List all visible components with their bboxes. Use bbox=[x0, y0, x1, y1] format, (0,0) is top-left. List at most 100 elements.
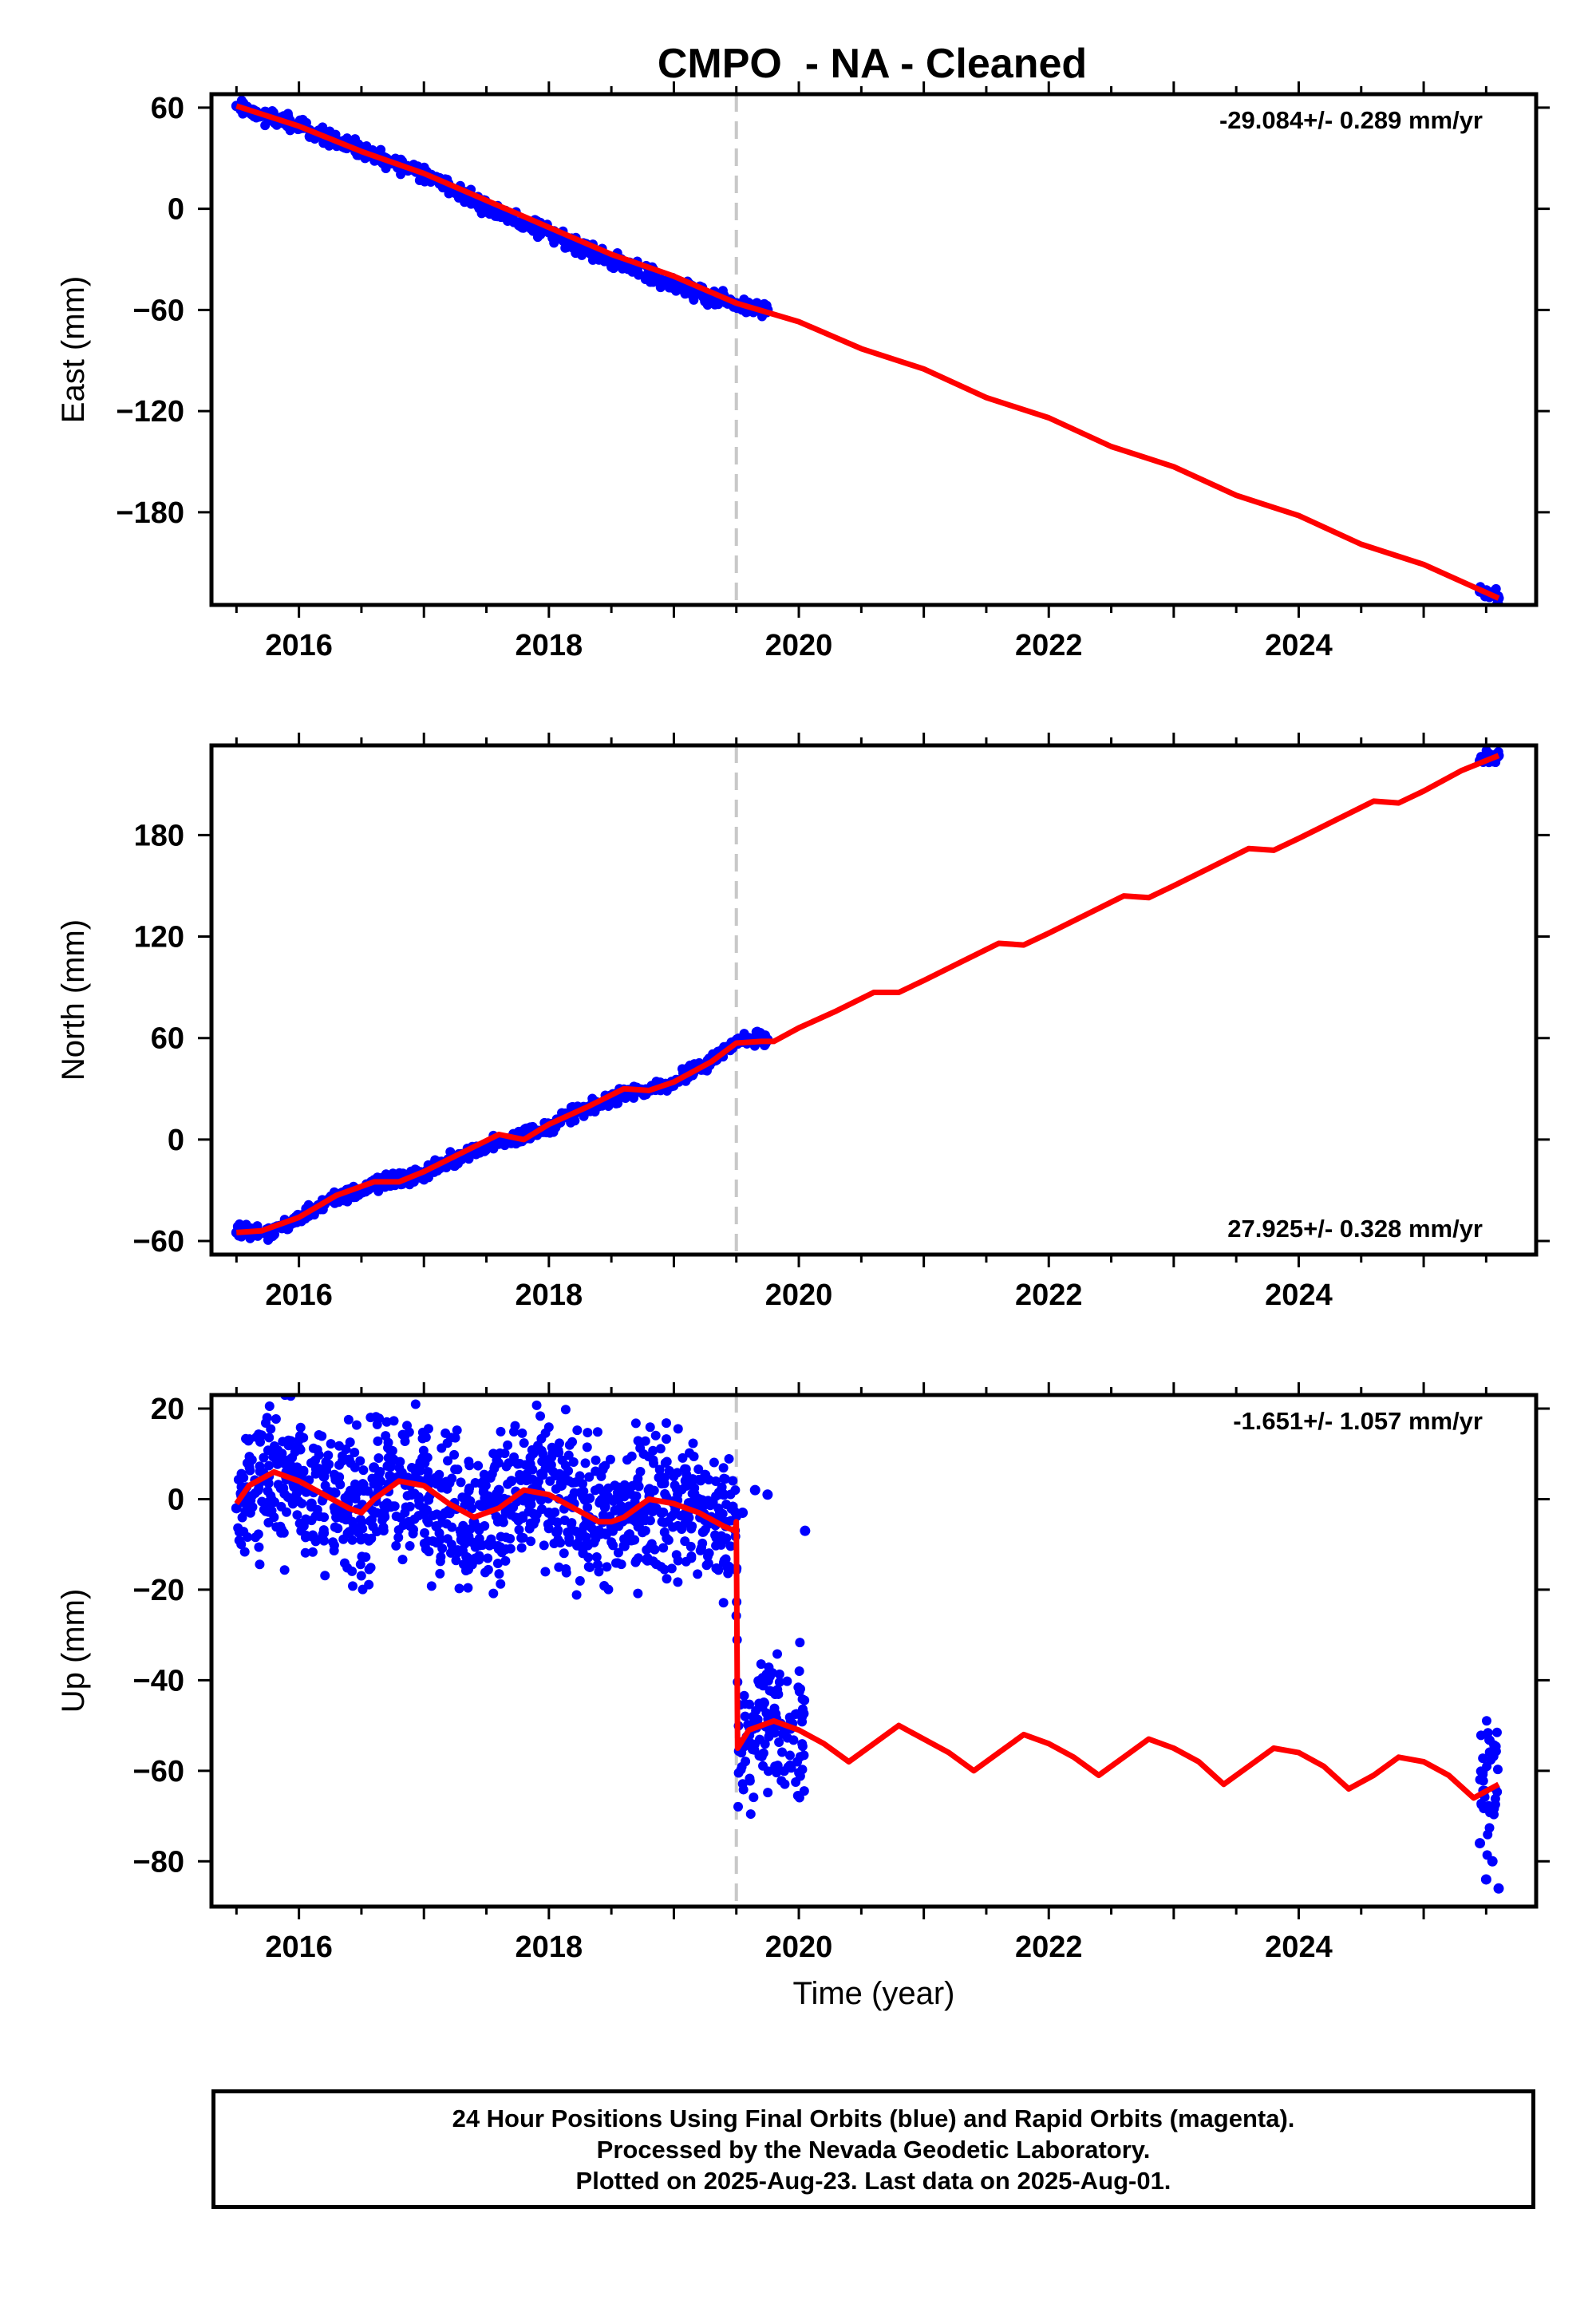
position-dot bbox=[739, 1690, 749, 1701]
position-dot bbox=[655, 1444, 666, 1454]
position-dot bbox=[794, 1686, 804, 1697]
position-dot bbox=[764, 1662, 774, 1673]
position-dot bbox=[605, 1454, 615, 1464]
position-dot bbox=[797, 1694, 808, 1705]
position-point bbox=[1480, 1874, 1491, 1885]
position-dot bbox=[788, 1735, 799, 1745]
y-axis-label: Up (mm) bbox=[56, 1589, 91, 1713]
plot-area bbox=[231, 1395, 1504, 1907]
y-tick-label: −60 bbox=[133, 1225, 184, 1259]
position-dot bbox=[501, 1461, 512, 1472]
position-dot bbox=[1492, 1765, 1503, 1775]
position-dot bbox=[569, 1488, 579, 1498]
position-dot bbox=[546, 1464, 556, 1474]
position-dot bbox=[619, 1541, 630, 1551]
position-dot bbox=[698, 1527, 709, 1537]
position-dot bbox=[447, 1522, 457, 1532]
position-dot bbox=[334, 1441, 345, 1451]
position-dot bbox=[640, 274, 650, 284]
position-dot bbox=[411, 1468, 421, 1478]
position-dot bbox=[356, 1571, 366, 1581]
position-dot bbox=[522, 1468, 532, 1479]
position-dot bbox=[631, 1491, 642, 1501]
position-dot bbox=[575, 1575, 585, 1586]
position-dot bbox=[452, 1425, 462, 1436]
position-dot bbox=[463, 1583, 473, 1593]
position-dot bbox=[422, 1516, 433, 1526]
panel-frame bbox=[209, 1393, 1539, 1909]
position-dot bbox=[672, 1468, 682, 1478]
position-dot bbox=[329, 1540, 339, 1551]
position-dot bbox=[563, 1528, 574, 1538]
y-axis-label: North (mm) bbox=[56, 919, 91, 1081]
position-dot bbox=[244, 1504, 255, 1514]
position-dot bbox=[519, 1438, 529, 1448]
position-dot bbox=[533, 1476, 543, 1487]
position-dot bbox=[725, 1562, 735, 1572]
position-dot bbox=[269, 1497, 279, 1508]
position-dot bbox=[1482, 1761, 1492, 1772]
position-dot bbox=[432, 1509, 442, 1520]
position-dot bbox=[719, 1555, 729, 1566]
position-dot bbox=[697, 1543, 707, 1553]
position-dot bbox=[400, 1508, 410, 1518]
x-tick-label: 2024 bbox=[1265, 1931, 1333, 1964]
position-dot bbox=[421, 1433, 431, 1443]
position-dot bbox=[483, 1564, 493, 1575]
position-point bbox=[481, 1498, 492, 1509]
y-tick-label: 180 bbox=[134, 819, 184, 852]
position-dot bbox=[461, 1551, 472, 1562]
position-dot bbox=[673, 1424, 683, 1434]
position-dot bbox=[473, 1460, 484, 1471]
position-dot bbox=[599, 1580, 610, 1591]
position-dot bbox=[710, 1476, 721, 1487]
position-dot bbox=[445, 1147, 456, 1157]
position-dot bbox=[757, 1752, 767, 1762]
position-dot bbox=[239, 1547, 250, 1557]
x-axis-label: Time (year) bbox=[793, 1976, 955, 2011]
position-dot bbox=[464, 1456, 474, 1467]
position-dot bbox=[630, 1418, 641, 1429]
position-point bbox=[356, 1480, 367, 1491]
position-dot bbox=[774, 1669, 784, 1679]
position-dot bbox=[292, 1510, 302, 1520]
position-point bbox=[643, 1484, 654, 1496]
position-dot bbox=[498, 1517, 508, 1528]
position-dot bbox=[709, 1457, 719, 1468]
position-dot bbox=[355, 1559, 365, 1570]
position-dot bbox=[791, 1777, 801, 1787]
position-dot bbox=[282, 1224, 293, 1235]
position-dot bbox=[583, 1428, 593, 1438]
position-dot bbox=[733, 1768, 744, 1778]
position-dot bbox=[662, 1574, 672, 1584]
position-dot bbox=[405, 1540, 415, 1551]
position-point bbox=[306, 1498, 317, 1509]
position-dot bbox=[662, 1434, 672, 1445]
position-dot bbox=[323, 1450, 334, 1460]
position-dot bbox=[373, 1436, 383, 1446]
position-dot bbox=[361, 1552, 371, 1563]
position-dot bbox=[575, 1531, 585, 1542]
position-dot bbox=[1484, 1823, 1495, 1833]
position-dot bbox=[797, 1741, 808, 1752]
position-dot bbox=[447, 1473, 457, 1484]
position-dot bbox=[635, 1467, 646, 1477]
position-dot bbox=[528, 1519, 539, 1529]
position-dot bbox=[319, 1535, 330, 1546]
position-dot bbox=[474, 1525, 484, 1535]
position-dot bbox=[540, 1567, 551, 1577]
position-dot bbox=[724, 1453, 734, 1464]
position-dot bbox=[593, 1559, 603, 1570]
position-dot bbox=[272, 1459, 282, 1469]
position-dot bbox=[547, 1448, 558, 1458]
position-dot bbox=[673, 1577, 683, 1587]
position-dot bbox=[329, 1487, 339, 1497]
position-dot bbox=[792, 1757, 803, 1767]
position-dot bbox=[535, 1411, 546, 1421]
position-dot bbox=[526, 1536, 536, 1547]
y-tick-label: −180 bbox=[116, 496, 184, 530]
y-tick-label: 0 bbox=[168, 1483, 184, 1516]
position-dot bbox=[402, 1421, 413, 1431]
position-dot bbox=[728, 1501, 738, 1512]
